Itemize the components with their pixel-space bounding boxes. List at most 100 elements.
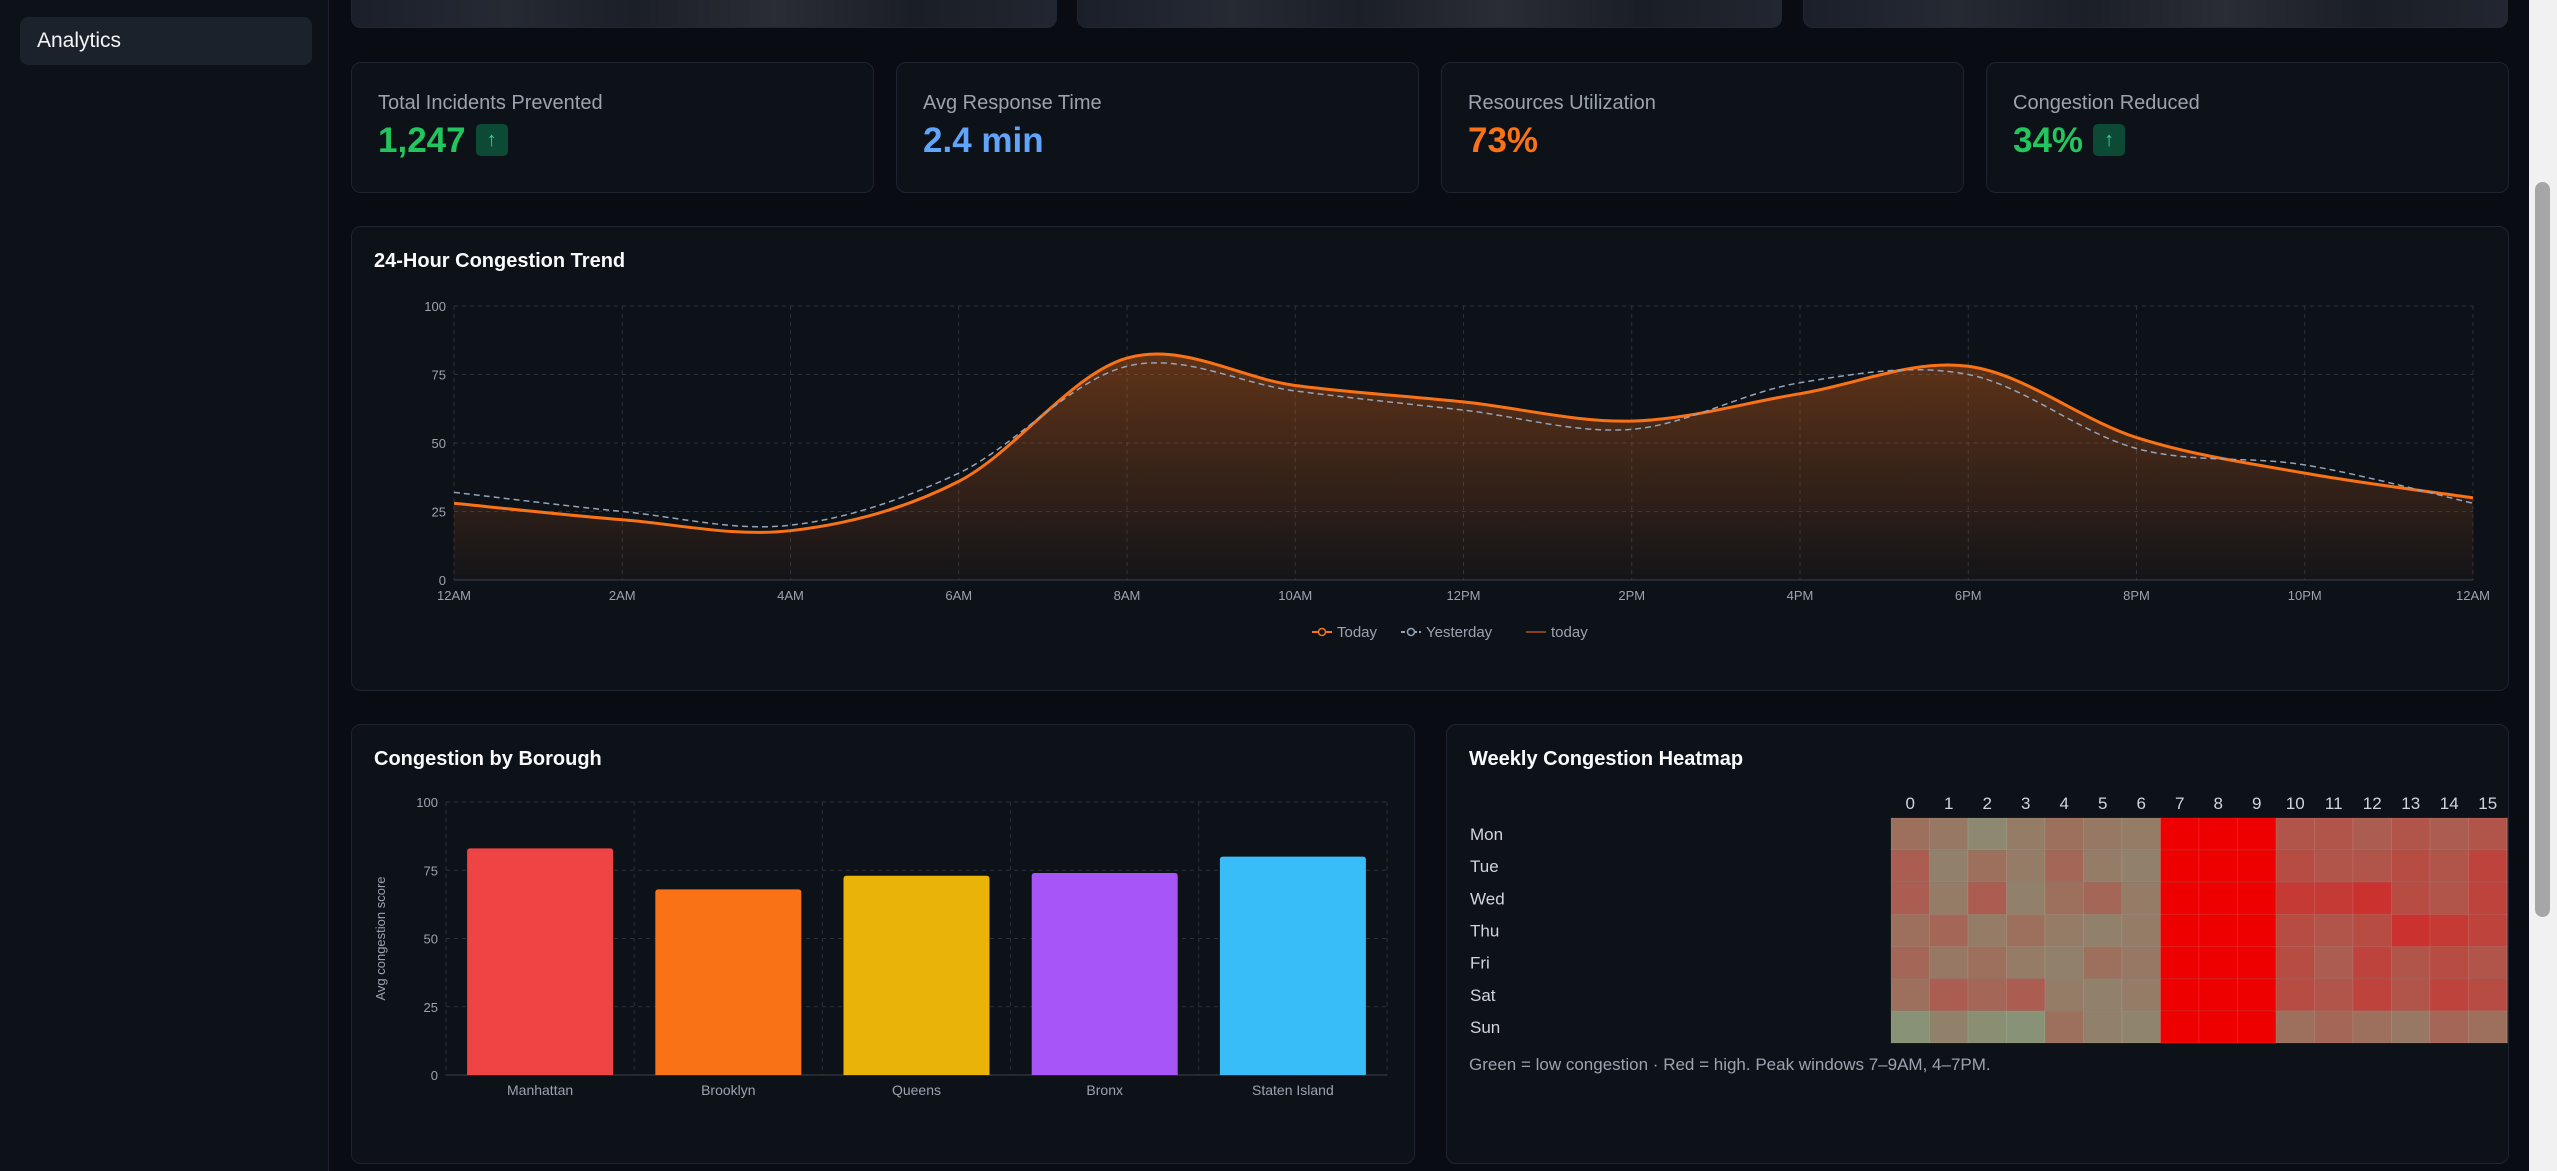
legend-item: Yesterday	[1401, 624, 1493, 641]
hour-label: 11	[2325, 794, 2343, 813]
heatmap-cell	[1890, 1010, 1930, 1044]
heatmap-cell	[2083, 1010, 2123, 1044]
hour-label: 5	[2098, 794, 2107, 813]
heatmap-cell	[2506, 849, 2508, 883]
camera-feed-card[interactable]	[1803, 0, 2508, 28]
heatmap-cell	[2468, 881, 2508, 915]
x-tick-label: 4AM	[777, 588, 804, 603]
heatmap-cell	[2121, 978, 2161, 1012]
x-tick-label: 6AM	[945, 588, 972, 603]
heatmap-cell	[2468, 817, 2508, 851]
day-label: Wed	[1470, 889, 1505, 908]
stat-value-text: 34%	[2013, 121, 2084, 160]
trend-chart-card: 24-Hour Congestion Trend 0 25 50 75 100 12AM 2…	[351, 226, 2509, 691]
heatmap-cell	[2352, 1010, 2392, 1044]
heatmap-cell	[2121, 849, 2161, 883]
heatmap-cell	[2083, 913, 2123, 948]
heatmap-cell	[2391, 946, 2431, 980]
heatmap-cell	[2198, 881, 2238, 915]
heatmap-cell	[2160, 849, 2200, 883]
heatmap-cell	[2006, 978, 2046, 1012]
legend-marker-dot	[1317, 627, 1327, 637]
stat-label: Resources Utilization	[1468, 92, 1656, 114]
y-tick-label: 0	[431, 1068, 438, 1083]
x-tick-label: 12AM	[2456, 588, 2490, 603]
heatmap-cell	[1967, 946, 2007, 980]
hour-label: 13	[2401, 794, 2420, 813]
y-tick-label: 75	[432, 368, 446, 383]
heatmap-cell	[1890, 913, 1930, 948]
heatmap-cell	[2275, 1010, 2315, 1044]
heatmap-cell	[2160, 946, 2200, 980]
heatmap-cell	[2506, 1010, 2508, 1044]
stat-card-avg-response-time: Avg Response Time 2.4 min	[896, 62, 1419, 193]
sidebar: Analytics	[0, 0, 329, 1171]
x-tick-label: 12PM	[1447, 588, 1481, 603]
day-label: Fri	[1470, 954, 1490, 973]
heatmap-cell	[2314, 1010, 2354, 1044]
legend-item: today	[1526, 624, 1588, 641]
stat-label: Avg Response Time	[923, 92, 1102, 114]
camera-feed-card[interactable]	[351, 0, 1057, 28]
bar-brooklyn	[655, 889, 802, 1075]
x-tick-label: 4PM	[1787, 588, 1814, 603]
heatmap-cell	[2006, 946, 2046, 980]
heatmap-cell	[2237, 913, 2277, 948]
bar-bronx	[1031, 872, 1178, 1075]
heatmap-cell	[2198, 1010, 2238, 1044]
main-content: Total Incidents Prevented 1,247 ↑ Avg Res…	[329, 0, 2529, 1171]
stat-label: Congestion Reduced	[2013, 92, 2200, 114]
x-tick-label: 8PM	[2123, 588, 2150, 603]
stat-value: 73%	[1468, 121, 1539, 160]
day-label: Mon	[1470, 825, 1503, 844]
borough-chart-card: Congestion by Borough 0 25 50 75 100 Avg cong…	[351, 724, 1415, 1164]
x-tick-label: Bronx	[1086, 1082, 1123, 1098]
stat-card-incidents-prevented: Total Incidents Prevented 1,247 ↑	[351, 62, 874, 193]
heatmap-cell	[2237, 978, 2277, 1012]
heatmap-cell	[2429, 881, 2469, 915]
x-tick-label: Brooklyn	[701, 1082, 755, 1098]
heatmap-cell	[2121, 817, 2161, 851]
y-tick-label: 100	[424, 299, 446, 314]
heatmap-cell	[2237, 1010, 2277, 1044]
scrollbar-thumb[interactable]	[2535, 182, 2550, 917]
heatmap-cell	[2391, 817, 2431, 851]
heatmap-cell	[2429, 849, 2469, 883]
heatmap-cell	[2506, 817, 2508, 851]
legend-item: Today	[1312, 624, 1378, 641]
legend-label: Yesterday	[1426, 624, 1493, 641]
hour-label: 12	[2363, 794, 2382, 813]
hour-label: 2	[1983, 794, 1992, 813]
hour-label: 10	[2286, 794, 2305, 813]
trend-chart: 0 25 50 75 100 12AM 2AM 4AM 6AM 8AM 10AM 12PM 2PM 4PM…	[424, 299, 2490, 641]
heatmap-cell	[1967, 817, 2007, 851]
heatmap-cell	[2006, 817, 2046, 851]
series-line-yesterday	[453, 362, 2474, 528]
legend-marker-dot	[1406, 627, 1416, 637]
congestion-heatmap: 01234567891011121314151617181920212223Mo…	[1470, 794, 2508, 1044]
y-tick-label: 50	[432, 436, 446, 451]
heatmap-cell	[2121, 913, 2161, 948]
heatmap-caption: Green = low congestion · Red = high. Pea…	[1469, 1055, 1991, 1074]
heatmap-cell	[1967, 978, 2007, 1012]
borough-bar-chart: 0 25 50 75 100 Avg congestion score Manhattan B…	[373, 795, 1388, 1098]
heatmap-cell	[2198, 946, 2238, 980]
stat-card-congestion-reduced: Congestion Reduced 34% ↑	[1986, 62, 2509, 193]
hour-label: 14	[2440, 794, 2459, 813]
hour-label: 8	[2214, 794, 2223, 813]
hour-label: 6	[2137, 794, 2146, 813]
heatmap-cell	[2429, 978, 2469, 1012]
day-label: Thu	[1470, 922, 1499, 941]
hour-label: 1	[1944, 794, 1953, 813]
heatmap-cell	[2237, 946, 2277, 980]
heatmap-cell	[2352, 913, 2392, 948]
y-tick-label: 0	[439, 573, 446, 588]
sidebar-item-analytics[interactable]: Analytics	[20, 17, 312, 65]
heatmap-cell	[1967, 849, 2007, 883]
heatmap-cell	[1890, 978, 1930, 1012]
heatmap-cell	[2044, 817, 2084, 851]
day-label: Tue	[1470, 857, 1499, 876]
camera-feed-card[interactable]	[1077, 0, 1782, 28]
hour-label: 4	[2060, 794, 2069, 813]
heatmap-cell	[2160, 881, 2200, 915]
